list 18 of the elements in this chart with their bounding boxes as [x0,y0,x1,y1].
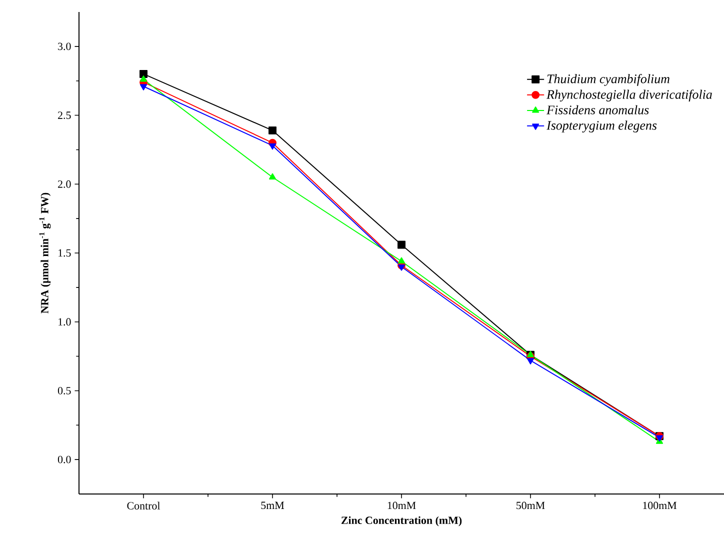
y-tick-label: 1.5 [58,249,71,257]
legend-label: Rhynchostegiella divericatifolia [546,90,712,102]
x-tick-label: 5mM [261,502,284,510]
legend-label: Isopterygium elegens [546,120,657,132]
y-tick-label: 2.0 [58,180,71,188]
y-tick-label: 2.5 [58,112,71,119]
x-tick-label: 10mM [388,502,416,510]
y-tick-label: 1.0 [58,318,71,326]
legend-label: Fissidens anomalus [546,105,649,114]
y-axis-title: NRA (µmol min$^{-1}$ g$^{-1}$ FW) [39,192,51,314]
y-tick-label: 3.0 [58,42,71,50]
y-tick-label: 0.0 [58,456,71,464]
x-tick-label: 100mM [643,502,677,510]
legend-label: Thuidium cyambifolium [547,74,670,86]
x-tick-label: 50mM [516,502,545,510]
x-tick-label: Control [127,502,160,510]
x-axis-title: Zinc Concentration (mM) [341,516,462,526]
y-tick-label: 0.5 [58,387,71,394]
